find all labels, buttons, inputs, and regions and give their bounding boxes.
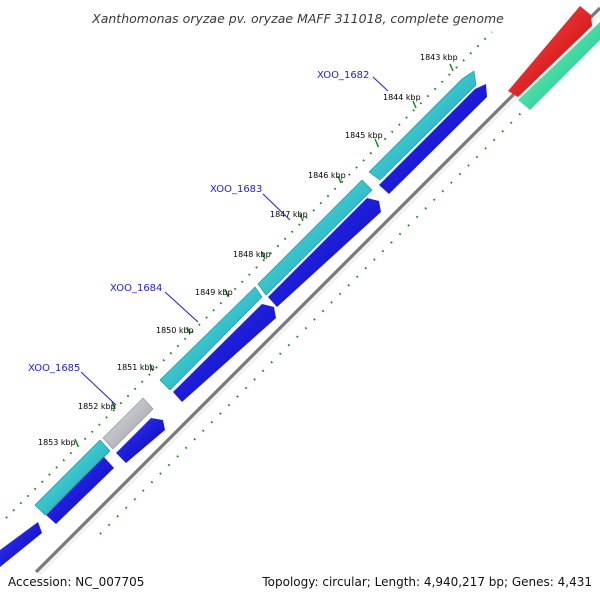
- gene-label-xoo-1682: XOO_1682: [317, 70, 389, 92]
- gene-pseudo-outer[interactable]: [102, 397, 154, 450]
- gene-label-text[interactable]: XOO_1684: [110, 283, 162, 294]
- tick-label: 1852 kbp: [78, 402, 116, 411]
- trna-feature[interactable]: [518, 22, 600, 110]
- tick-label: 1853 kbp: [38, 438, 76, 447]
- tick-track-inner: [99, 85, 549, 535]
- gene-label-xoo-1684: XOO_1684: [110, 283, 199, 323]
- backbone-line: [34, 6, 600, 574]
- tick-label: 1847 kbp: [270, 210, 308, 219]
- rna-features: [508, 6, 600, 110]
- gene-label-text[interactable]: XOO_1682: [317, 70, 369, 81]
- gene-blue-edge[interactable]: [0, 522, 42, 567]
- gene-xoo-1684-outer[interactable]: [159, 286, 263, 391]
- tick-label: 1849 kbp: [195, 288, 233, 297]
- gene-label-xoo-1685: XOO_1685: [28, 363, 117, 406]
- accession-text: Accession: NC_007705: [8, 575, 144, 589]
- backbone-shadow: [35, 8, 600, 576]
- summary-text: Topology: circular; Length: 4,940,217 bp…: [261, 575, 592, 589]
- gene-xoo-1682[interactable]: [379, 84, 487, 194]
- map-title: Xanthomonas oryzae pv. oryzae MAFF 31101…: [91, 11, 504, 26]
- tick-label: 1846 kbp: [308, 171, 346, 180]
- gene-xoo-1683[interactable]: [268, 198, 381, 307]
- gene-xoo-1683-outer[interactable]: [257, 179, 373, 296]
- tick-labels: 1843 kbp 1844 kbp 1845 kbp 1846 kbp 1847…: [38, 53, 458, 447]
- gene-xoo-1684[interactable]: [173, 304, 276, 402]
- tick-label: 1851 kbp: [117, 363, 155, 372]
- gene-xoo-1682-outer[interactable]: [368, 70, 477, 181]
- cds-track-inner: [0, 84, 487, 567]
- cds-track-outer: [34, 70, 477, 516]
- gene-xoo-1685-outer[interactable]: [34, 439, 111, 516]
- gene-label-text[interactable]: XOO_1685: [28, 363, 80, 374]
- tick-label: 1848 kbp: [233, 250, 271, 259]
- tick-label: 1843 kbp: [420, 53, 458, 62]
- gene-xoo-1685[interactable]: [116, 418, 165, 463]
- gene-blue-left[interactable]: [46, 457, 114, 524]
- tick-track-outer: [5, 31, 493, 519]
- gene-label-text[interactable]: XOO_1683: [210, 184, 262, 195]
- rrna-feature[interactable]: [508, 6, 592, 97]
- tick-label: 1850 kbp: [156, 326, 194, 335]
- tick-marks: [74, 63, 454, 447]
- tick-label: 1845 kbp: [345, 131, 383, 140]
- tick-label: 1844 kbp: [383, 93, 421, 102]
- gene-label-xoo-1683: XOO_1683: [210, 184, 291, 221]
